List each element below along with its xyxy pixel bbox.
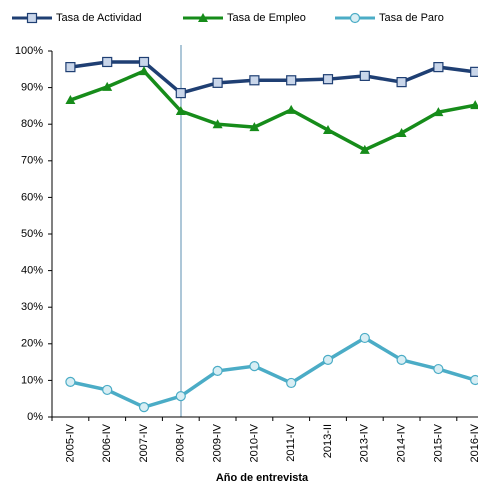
marker bbox=[323, 125, 333, 135]
marker bbox=[249, 361, 260, 372]
marker bbox=[470, 66, 478, 77]
marker bbox=[65, 62, 76, 73]
marker bbox=[249, 122, 260, 132]
x-tick-label: 2008-IV bbox=[175, 423, 187, 462]
marker bbox=[433, 363, 444, 375]
series-line bbox=[70, 60, 476, 96]
marker bbox=[175, 87, 186, 99]
marker bbox=[212, 77, 223, 88]
marker bbox=[175, 106, 186, 116]
x-tick-label: 2011-IV bbox=[285, 423, 297, 461]
marker bbox=[212, 365, 223, 376]
marker bbox=[359, 144, 370, 154]
x-axis-title: Año de entrevista bbox=[216, 472, 309, 484]
y-tick-label: 90% bbox=[21, 82, 43, 94]
y-tick-label: 0% bbox=[27, 411, 43, 423]
y-tick-label: 20% bbox=[21, 338, 43, 350]
marker bbox=[102, 56, 113, 68]
marker bbox=[396, 77, 407, 88]
x-tick-label: 2015-IV bbox=[432, 423, 444, 462]
marker bbox=[286, 75, 297, 86]
marker bbox=[433, 62, 444, 73]
x-tick-label: 2014-IV bbox=[396, 423, 408, 462]
x-tick-label: 2006-IV bbox=[101, 423, 113, 462]
legend-marker bbox=[26, 12, 38, 24]
y-tick-label: 80% bbox=[21, 118, 43, 130]
marker bbox=[322, 74, 334, 85]
y-tick-label: 60% bbox=[21, 191, 43, 203]
x-tick-label: 2007-IV bbox=[138, 423, 150, 462]
marker bbox=[138, 56, 150, 68]
marker bbox=[138, 402, 150, 413]
marker bbox=[175, 391, 186, 402]
x-tick-label: 2016-IV bbox=[469, 423, 478, 462]
marker bbox=[470, 100, 478, 110]
marker bbox=[433, 107, 444, 117]
marker bbox=[65, 95, 76, 105]
marker bbox=[139, 66, 149, 76]
marker bbox=[212, 119, 223, 129]
marker bbox=[359, 70, 370, 81]
y-tick-label: 70% bbox=[21, 155, 43, 167]
x-tick-label: 2010-IV bbox=[248, 423, 260, 462]
series-line bbox=[70, 335, 476, 409]
y-tick-label: 100% bbox=[15, 45, 43, 57]
legend-label: Tasa de Empleo bbox=[227, 12, 306, 24]
y-tick-label: 10% bbox=[21, 374, 43, 386]
marker bbox=[286, 104, 297, 114]
legend-label: Tasa de Paro bbox=[379, 12, 444, 24]
marker bbox=[470, 374, 478, 386]
marker bbox=[249, 75, 260, 86]
x-tick-label: 2005-IV bbox=[64, 423, 76, 462]
x-tick-label: 2013-II bbox=[322, 424, 334, 458]
y-tick-label: 40% bbox=[21, 265, 43, 277]
marker bbox=[65, 376, 76, 387]
legend-marker bbox=[349, 12, 361, 24]
legend-label: Tasa de Actividad bbox=[56, 12, 142, 24]
marker bbox=[396, 127, 407, 137]
y-tick-label: 50% bbox=[21, 228, 43, 240]
marker bbox=[102, 384, 113, 396]
marker bbox=[322, 354, 334, 366]
x-tick-label: 2009-IV bbox=[212, 423, 224, 462]
marker bbox=[286, 377, 297, 389]
marker bbox=[396, 354, 407, 366]
series-line bbox=[69, 69, 476, 152]
legend-marker bbox=[198, 13, 208, 22]
marker bbox=[359, 332, 370, 344]
x-tick-label: 2013-IV bbox=[359, 423, 371, 462]
y-tick-label: 30% bbox=[21, 301, 43, 313]
marker bbox=[102, 81, 113, 91]
